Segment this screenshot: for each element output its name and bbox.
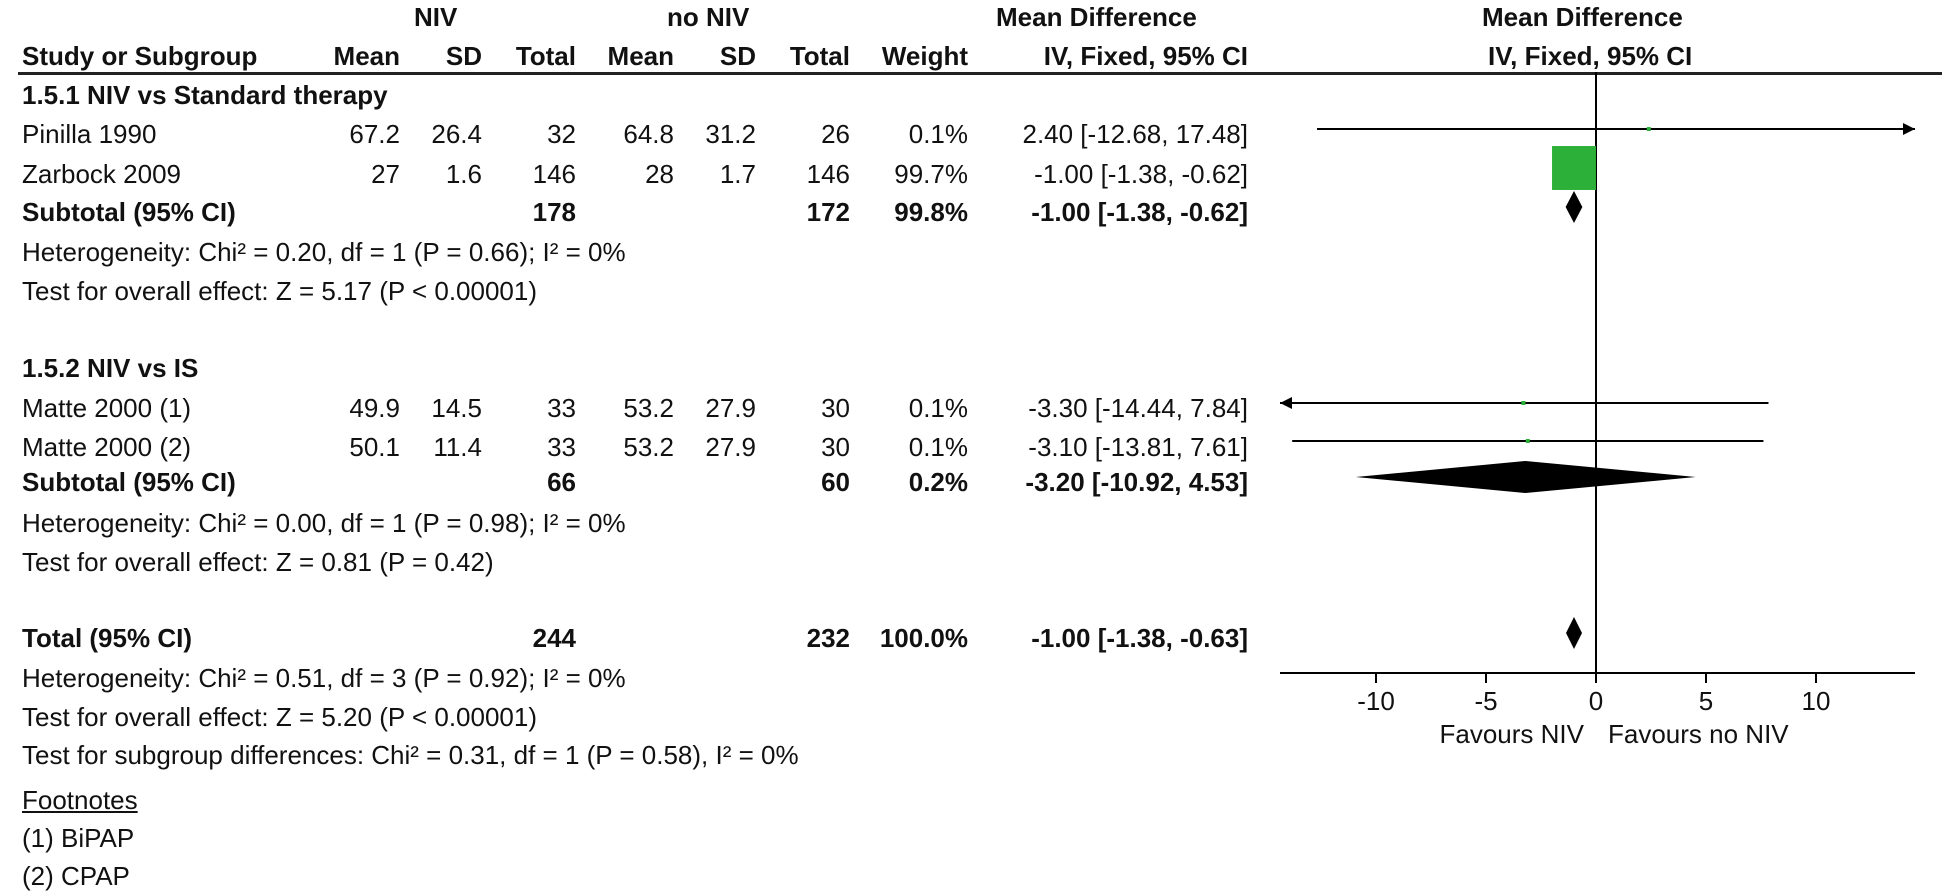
sd2-value: 31.2 (705, 119, 756, 149)
heterogeneity-text: Heterogeneity: Chi² = 0.51, df = 3 (P = … (22, 663, 626, 693)
mean1-value: 27 (371, 159, 400, 189)
total2-value: 146 (806, 159, 850, 189)
overall-effect-text: Test for overall effect: Z = 0.81 (P = 0… (22, 547, 494, 577)
total1-value: 32 (547, 119, 576, 149)
footnote-item: (2) CPAP (22, 861, 130, 891)
total2-value: 30 (821, 393, 850, 423)
x-tick-label: -5 (1474, 686, 1497, 716)
subtotal-ci: -1.00 [-1.38, -0.62] (1031, 197, 1248, 227)
study-name: Matte 2000 (2) (22, 432, 192, 462)
group1-header: NIV (414, 2, 458, 32)
total-ci: -1.00 [-1.38, -0.63] (1031, 623, 1248, 653)
sd1-value: 14.5 (431, 393, 482, 423)
ci-value: -1.00 [-1.38, -0.62] (1034, 159, 1248, 189)
total-diamond (1566, 617, 1582, 649)
mean1-value: 67.2 (349, 119, 400, 149)
weight-value: 0.1% (908, 393, 968, 423)
mean2-value: 64.8 (623, 119, 674, 149)
study-square (1646, 127, 1651, 131)
mean2-value: 53.2 (623, 432, 674, 462)
ci-value: -3.30 [-14.44, 7.84] (1028, 393, 1248, 423)
mean2-value: 53.2 (623, 393, 674, 423)
subtotal-ci: -3.20 [-10.92, 4.53] (1025, 467, 1248, 497)
ci-arrow (1903, 123, 1915, 135)
sd1-value: 26.4 (431, 119, 482, 149)
subtotal-total2: 172 (806, 197, 850, 227)
heterogeneity-text: Heterogeneity: Chi² = 0.20, df = 1 (P = … (22, 237, 626, 267)
overall-effect-text: Test for overall effect: Z = 5.17 (P < 0… (22, 276, 537, 306)
ci-value: 2.40 [-12.68, 17.48] (1022, 119, 1248, 149)
subtotal-label: Subtotal (95% CI) (22, 467, 236, 497)
study-header: Study or Subgroup (22, 41, 258, 71)
x-tick-label: 0 (1589, 686, 1603, 716)
x-tick-label: -10 (1357, 686, 1395, 716)
weight-header: Weight (881, 41, 968, 71)
subtotal-weight: 0.2% (908, 467, 968, 497)
total-total2: 232 (806, 623, 850, 653)
study-square (1525, 439, 1530, 443)
favours-right-label: Favours no NIV (1608, 719, 1789, 749)
plot-method: IV, Fixed, 95% CI (1488, 41, 1693, 71)
sd1-value: 1.6 (445, 159, 482, 189)
header-rule (18, 72, 1942, 75)
heterogeneity-text: Heterogeneity: Chi² = 0.00, df = 1 (P = … (22, 508, 626, 538)
footnotes-title: Footnotes (22, 785, 138, 815)
sd2-value: 1.7 (719, 159, 756, 189)
subtotal-weight: 99.8% (894, 197, 968, 227)
mean1-header: Mean (333, 41, 400, 71)
study-name: Pinilla 1990 (22, 119, 157, 149)
study-square (1552, 146, 1596, 190)
sd2-value: 27.9 (705, 393, 756, 423)
subtotal-label: Subtotal (95% CI) (22, 197, 236, 227)
total2-value: 26 (821, 119, 850, 149)
subtotal-total2: 60 (821, 467, 850, 497)
total1-value: 33 (547, 432, 576, 462)
subtotal-total1: 66 (547, 467, 576, 497)
favours-left-label: Favours NIV (1440, 719, 1585, 749)
weight-value: 0.1% (908, 119, 968, 149)
total2-header: Total (789, 41, 850, 71)
effect-header: Mean Difference (996, 2, 1197, 32)
total1-value: 33 (547, 393, 576, 423)
sd1-value: 11.4 (433, 432, 482, 462)
mean1-value: 49.9 (349, 393, 400, 423)
mean2-value: 28 (645, 159, 674, 189)
x-tick-label: 10 (1802, 686, 1831, 716)
sd2-header: SD (719, 41, 756, 71)
ci-value: -3.10 [-13.81, 7.61] (1028, 432, 1248, 462)
subtotal-total1: 178 (532, 197, 576, 227)
weight-value: 0.1% (908, 432, 968, 462)
plot-title: Mean Difference (1482, 2, 1683, 32)
subgroup-differences-text: Test for subgroup differences: Chi² = 0.… (22, 740, 799, 770)
method-header: IV, Fixed, 95% CI (1043, 41, 1248, 71)
total1-value: 146 (532, 159, 576, 189)
footnote-item: (1) BiPAP (22, 823, 135, 853)
weight-value: 99.7% (894, 159, 968, 189)
mean1-value: 50.1 (349, 432, 400, 462)
total2-value: 30 (821, 432, 850, 462)
total1-header: Total (515, 41, 576, 71)
total-label: Total (95% CI) (22, 623, 192, 653)
sd1-header: SD (445, 41, 482, 71)
group2-header: no NIV (667, 2, 750, 32)
ci-arrow (1280, 397, 1292, 409)
sd2-value: 27.9 (705, 432, 756, 462)
x-tick-label: 5 (1699, 686, 1713, 716)
mean2-header: Mean (607, 41, 674, 71)
subgroup-title: 1.5.2 NIV vs IS (22, 353, 199, 383)
total-weight: 100.0% (879, 623, 968, 653)
total-total1: 244 (532, 623, 576, 653)
subgroup-title: 1.5.1 NIV vs Standard therapy (22, 80, 388, 110)
study-name: Zarbock 2009 (22, 159, 181, 189)
study-name: Matte 2000 (1) (22, 393, 192, 423)
overall-effect-text: Test for overall effect: Z = 5.20 (P < 0… (22, 702, 537, 732)
study-square (1521, 401, 1526, 405)
subtotal-diamond (1355, 461, 1696, 493)
subtotal-diamond (1565, 191, 1583, 223)
